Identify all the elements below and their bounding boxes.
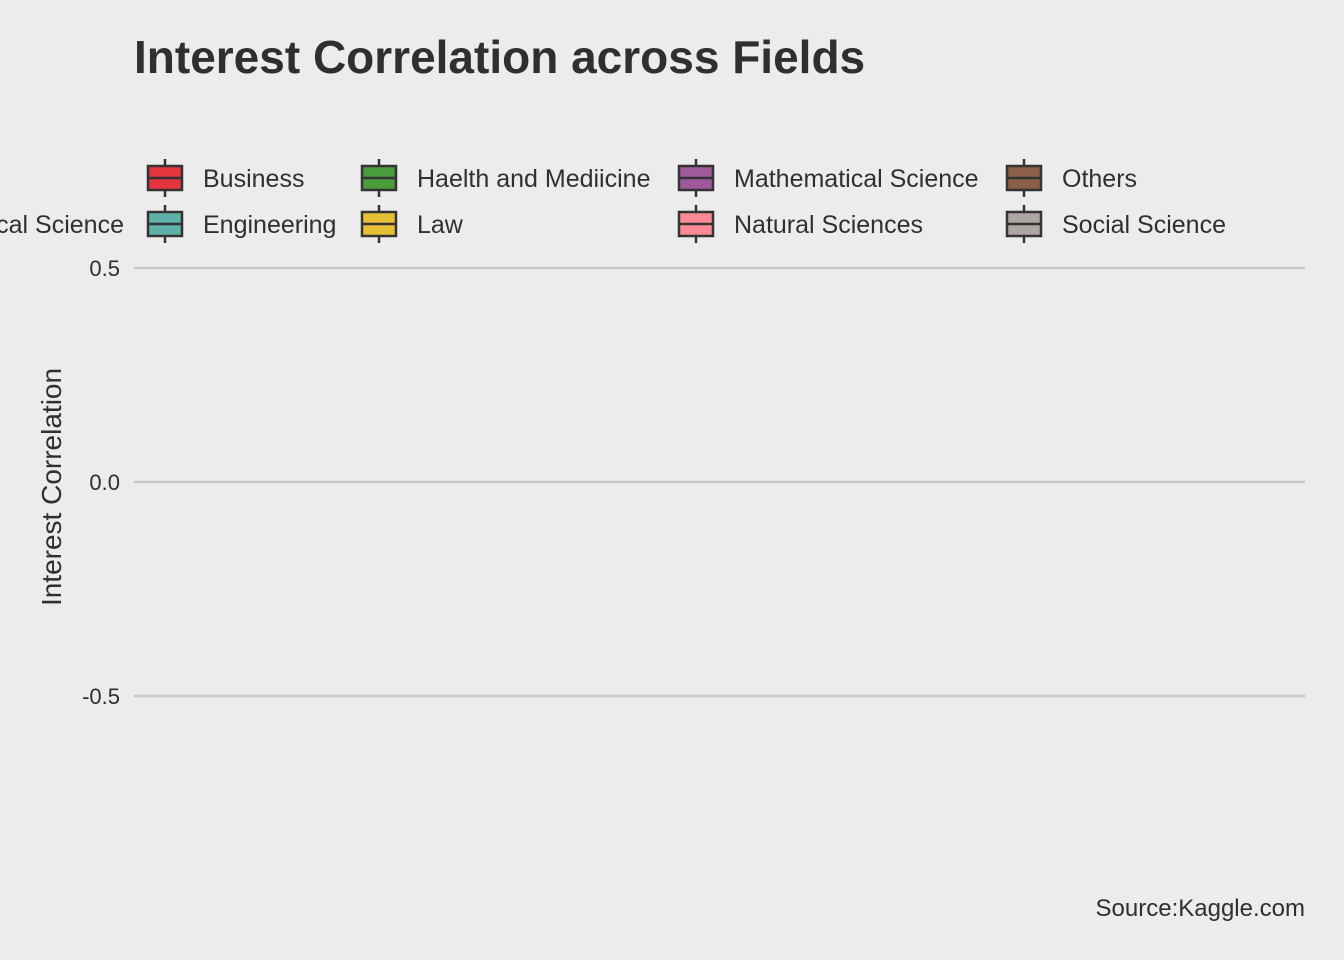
- legend-label: Social Science: [1062, 211, 1226, 239]
- y-tick-label: 0.5: [89, 256, 120, 281]
- grid-lines: [134, 266, 1305, 698]
- legend-item: Social Science: [1005, 205, 1226, 243]
- legend-label: Natural Sciences: [734, 211, 923, 239]
- y-tick-labels: 0.5 0.0 -0.5: [82, 256, 120, 709]
- legend-label: Law: [417, 211, 464, 239]
- y-tick-label: 0.0: [89, 470, 120, 495]
- y-axis-title: Interest Correlation: [36, 368, 67, 606]
- legend-item: Others: [1005, 159, 1137, 197]
- legend-item: Mathematical Science: [677, 159, 979, 197]
- legend-item: Business: [146, 159, 304, 197]
- legend-label: Haelth and Mediicine: [417, 165, 650, 193]
- legend-label: Business: [203, 165, 304, 193]
- legend-label: cal Science: [0, 211, 124, 239]
- legend-item: Haelth and Mediicine: [360, 159, 650, 197]
- legend-item: Natural Sciences: [677, 205, 923, 243]
- legend-label: Others: [1062, 165, 1137, 193]
- legend-label: Mathematical Science: [734, 165, 979, 193]
- source-caption: Source:Kaggle.com: [1096, 895, 1305, 922]
- legend-label: Engineering: [203, 211, 336, 239]
- legend: Business Haelth and Mediicine Mathematical…: [0, 159, 1226, 243]
- chart-title: Interest Correlation across Fields: [134, 31, 865, 83]
- y-tick-label: -0.5: [82, 684, 120, 709]
- legend-item: Law: [360, 205, 464, 243]
- legend-item: Engineering: [146, 205, 336, 243]
